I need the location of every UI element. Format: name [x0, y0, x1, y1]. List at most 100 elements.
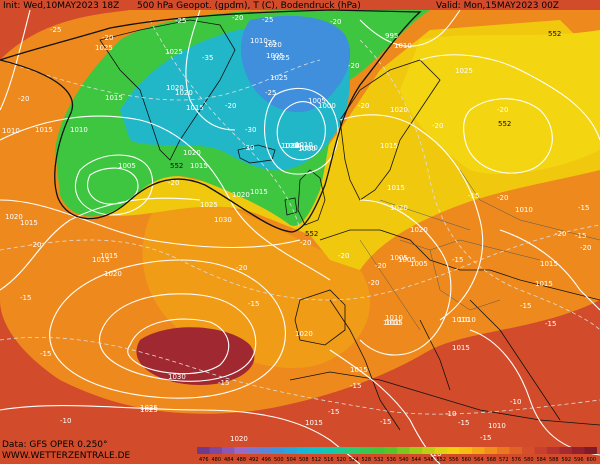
temperature-label: -25	[265, 39, 276, 47]
isobar-1	[0, 115, 331, 281]
temperature-label: -15	[480, 434, 491, 442]
europe-coast	[319, 229, 600, 431]
legend-swatch	[259, 447, 273, 454]
geopotential-label: 552	[170, 162, 183, 170]
iberia-coast	[294, 289, 346, 346]
color-legend: 476 480 484 488 492 496 500 504 508 512 516 520 524 5…	[197, 447, 597, 463]
temperature-label: -20	[236, 264, 247, 272]
temperature-label: -20	[102, 34, 113, 42]
isobar-17	[499, 229, 600, 311]
pressure-label: 1030	[168, 373, 186, 381]
pressure-label: 1020	[5, 213, 23, 221]
temperature-label: -20	[432, 122, 443, 130]
pressure-label: 1015	[535, 280, 553, 288]
pressure-label: 1020	[281, 142, 299, 150]
border-d	[459, 169, 600, 241]
isobar-2	[0, 199, 301, 249]
temperature-label: -25	[175, 17, 186, 25]
pressure-label: 1015	[350, 366, 368, 374]
isotherm-1	[0, 59, 321, 101]
temperature-label: -10	[445, 410, 456, 418]
temperature-label: -20	[348, 62, 359, 70]
pressure-label: 1020	[410, 226, 428, 234]
border-b	[399, 239, 541, 261]
pressure-label: 1015	[452, 344, 470, 352]
pressure-label: 1020	[166, 84, 184, 92]
temperature-label: -25	[265, 89, 276, 97]
legend-tick-label: 484	[224, 457, 234, 463]
pressure-label: 1020	[390, 106, 408, 114]
pressure-label: 1030	[214, 216, 232, 224]
legend-tick-label: 580	[524, 457, 534, 463]
british-isles-coast	[284, 169, 326, 226]
pressure-label: 1010	[515, 206, 533, 214]
legend-tick-label: 548	[424, 457, 434, 463]
pressure-label: 1020	[295, 330, 313, 338]
pressure-label: 1000	[298, 145, 316, 153]
isobar-21	[0, 9, 31, 111]
legend-swatch	[359, 447, 373, 454]
isobar-12	[339, 114, 484, 321]
legend-swatch	[297, 447, 310, 454]
legend-tick-label: 560	[462, 457, 472, 463]
legend-swatch	[197, 447, 210, 454]
temperature-label: -10	[510, 398, 521, 406]
legend-tick-label: 500	[274, 457, 284, 463]
legend-swatch	[434, 447, 448, 454]
pressure-label: 1005	[398, 256, 416, 264]
temperature-label: -15	[575, 232, 586, 240]
footer-site: WWW.WETTERZENTRALE.DE	[2, 451, 131, 461]
pressure-labels: 1025 1015 1010 1010 1005 1020 1015 1015 1020 1015…	[2, 32, 558, 443]
legend-tick-label: 504	[287, 457, 297, 463]
temperature-label: -20	[368, 279, 379, 287]
isobar-14	[463, 98, 553, 174]
temperature-label: -20	[555, 230, 566, 238]
legend-swatch	[384, 447, 398, 454]
legend-tick-label: 564	[474, 457, 484, 463]
legend-tick-label: 476	[199, 457, 209, 463]
legend-tick-label: 480	[212, 457, 222, 463]
orange-light-zone	[142, 197, 370, 369]
legend-swatch	[284, 447, 298, 454]
legend-swatch	[547, 447, 560, 454]
pressure-label: 1005	[410, 260, 428, 268]
isotherms	[0, 19, 600, 415]
isotherm-2	[0, 224, 600, 301]
legend-swatch	[347, 447, 360, 454]
pressure-label: 1015	[305, 419, 323, 427]
legend-swatch	[459, 447, 473, 454]
temperature-label: -15	[520, 302, 531, 310]
temperature-label: -20	[232, 14, 243, 22]
legend-tick-label: 508	[299, 457, 309, 463]
field-title: 500 hPa Geopot. (gpdm), T (C), Bodendruc…	[137, 1, 361, 11]
pressure-label: 1010	[452, 316, 470, 324]
isotherm-4	[359, 39, 600, 331]
blue-core-zone	[240, 15, 351, 113]
temperature-label: -10	[60, 417, 71, 425]
legend-tick-label: 488	[237, 457, 247, 463]
pressure-label: 995	[385, 32, 398, 40]
pressure-label: 1025	[95, 44, 113, 52]
pressure-label: 1010	[295, 141, 313, 149]
pressure-label: 1025	[200, 201, 218, 209]
legend-bars	[197, 447, 597, 454]
legend-swatch	[534, 447, 548, 454]
country-borders	[359, 169, 600, 331]
pressure-label: 1015	[92, 256, 110, 264]
legend-swatch	[522, 447, 535, 454]
temperature-label: -15	[458, 419, 469, 427]
scandinavia-coast	[339, 59, 441, 201]
legend-tick-label: 528	[362, 457, 372, 463]
temperature-label: -20	[330, 18, 341, 26]
legend-swatch	[409, 447, 423, 454]
isobar-6	[264, 87, 339, 175]
temperature-label: -15	[578, 204, 589, 212]
legend-tick-label: 576	[512, 457, 522, 463]
legend-swatch	[484, 447, 498, 454]
geopotential-label: 552	[498, 120, 511, 128]
isobar-13	[359, 199, 452, 356]
isobar-11	[0, 197, 201, 291]
pressure-label: 1015	[250, 188, 268, 196]
pressure-label: 1005	[266, 52, 284, 60]
legend-swatch	[322, 447, 335, 454]
